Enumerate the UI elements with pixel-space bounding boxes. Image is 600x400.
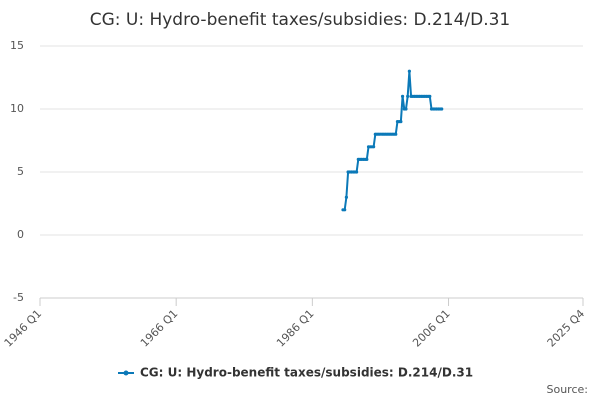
point — [404, 107, 408, 111]
source: Source: — [547, 383, 589, 396]
point — [400, 94, 405, 98]
point — [428, 94, 432, 98]
y-tick-label: -5 — [13, 291, 24, 304]
y-tick-label: 5 — [17, 165, 24, 178]
x-tick-label: 2025 Q4 — [545, 307, 588, 350]
point — [399, 120, 403, 124]
x-tick-label: 2006 Q1 — [410, 307, 453, 350]
point — [344, 195, 348, 199]
x-tick-label: 1946 Q1 — [2, 307, 45, 350]
point — [365, 157, 369, 161]
y-tick-label: 10 — [10, 102, 24, 115]
point — [343, 208, 347, 212]
legend-dot — [123, 370, 129, 376]
point — [407, 69, 411, 73]
point — [355, 170, 359, 174]
y-tick-label: 0 — [17, 228, 24, 241]
point — [440, 107, 444, 111]
chart-title: CG: U: Hydro-benefit taxes/subsidies: D.… — [90, 10, 511, 30]
point — [406, 94, 410, 98]
x-tick-label: 1966 Q1 — [138, 307, 181, 350]
legend-label: CG: U: Hydro-benefit taxes/subsidies: D.… — [140, 366, 473, 380]
point — [394, 132, 398, 136]
series-line — [342, 71, 442, 211]
y-tick-label: 15 — [10, 39, 24, 52]
x-tick-label: 1986 Q1 — [274, 307, 317, 350]
point — [372, 145, 376, 149]
